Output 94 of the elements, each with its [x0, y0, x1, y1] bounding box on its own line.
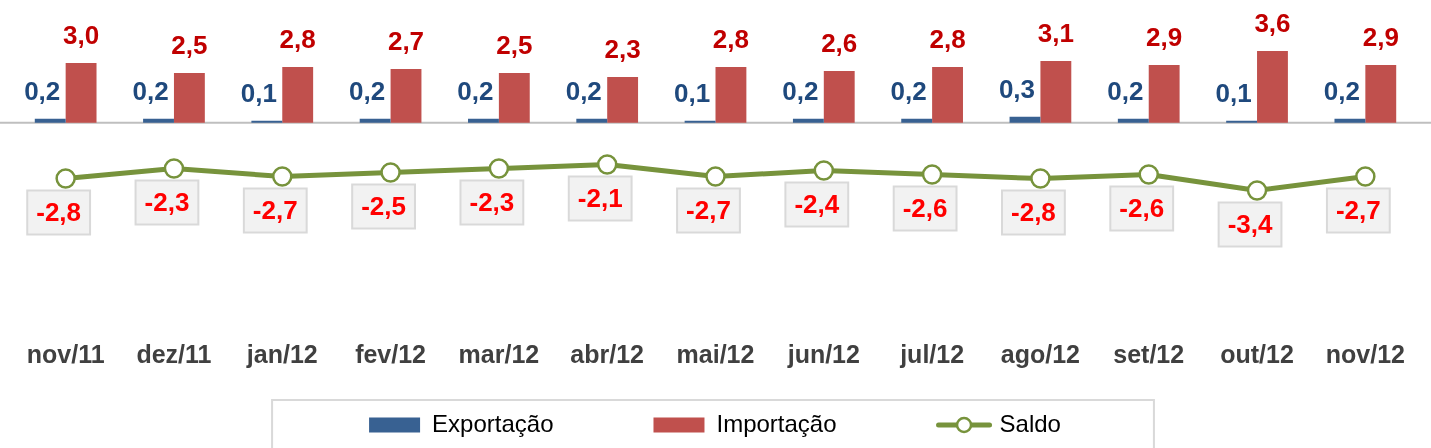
legend-label: Exportação — [432, 409, 554, 437]
x-tick-label: out/12 — [1220, 339, 1294, 368]
data-label: 2,5 — [496, 30, 533, 61]
bar — [1226, 120, 1258, 123]
point — [705, 166, 726, 187]
x-tick-label: fev/12 — [355, 339, 427, 368]
point — [488, 158, 510, 179]
data-label: -2,1 — [577, 182, 623, 213]
data-label: 0,2 — [1323, 75, 1360, 106]
x-tick-label: mai/12 — [676, 339, 755, 368]
bar — [1040, 60, 1072, 123]
data-label: 0,2 — [890, 75, 927, 106]
data-label: -2,7 — [252, 194, 298, 225]
data-label: -2,7 — [686, 194, 731, 225]
x-tick-label: jul/12 — [899, 339, 965, 368]
data-label: -2,7 — [1335, 194, 1381, 225]
x-tick-label: nov/12 — [1325, 339, 1405, 368]
x-tick-label: nov/11 — [26, 339, 105, 368]
point — [1355, 166, 1376, 187]
x-tick-label: dez/11 — [136, 339, 212, 368]
bar — [173, 72, 205, 123]
point — [272, 166, 293, 187]
data-label: -2,6 — [1119, 192, 1165, 223]
bar — [792, 118, 824, 123]
data-label: 0,1 — [673, 77, 711, 108]
bar — [684, 120, 716, 123]
bar — [143, 118, 174, 123]
data-label: 2,9 — [1362, 22, 1399, 53]
data-label: 0,2 — [565, 75, 602, 106]
bar — [498, 72, 530, 123]
data-label: 0,2 — [24, 75, 61, 106]
point — [55, 168, 76, 189]
x-tick-label: mar/12 — [458, 339, 540, 368]
data-label: -2,3 — [469, 186, 515, 217]
x-tick-label: jun/12 — [786, 339, 860, 368]
data-label: 2,8 — [279, 24, 316, 55]
bar — [823, 70, 855, 123]
data-label: 2,5 — [171, 30, 208, 61]
data-label: 2,3 — [604, 34, 641, 65]
data-label: 2,6 — [821, 28, 858, 59]
point — [163, 158, 185, 179]
bar — [390, 68, 422, 123]
bar — [576, 118, 608, 123]
data-label: 0,3 — [998, 73, 1036, 104]
point — [380, 162, 401, 183]
bar — [282, 66, 314, 123]
point — [921, 164, 943, 185]
x-tick-label: ago/12 — [1000, 339, 1081, 368]
data-label: 3,1 — [1037, 18, 1074, 49]
legend-label: Importação — [716, 409, 837, 437]
data-label: 0,2 — [1107, 75, 1144, 106]
data-label: -2,5 — [361, 190, 406, 221]
data-label: -2,8 — [36, 196, 82, 227]
bar — [1334, 118, 1366, 123]
x-tick-label: set/12 — [1113, 339, 1185, 368]
data-label: -2,6 — [902, 192, 948, 223]
data-label: -3,4 — [1227, 208, 1273, 239]
bar — [1009, 116, 1041, 123]
bar — [1117, 118, 1149, 123]
data-label: 2,9 — [1146, 22, 1183, 53]
bar — [715, 66, 747, 123]
legend-label: Saldo — [999, 409, 1061, 437]
point — [813, 160, 835, 181]
data-label: -2,4 — [794, 188, 840, 219]
data-label: 0,1 — [240, 77, 277, 108]
bar — [901, 118, 933, 123]
bar — [1365, 64, 1397, 123]
data-label: 2,8 — [929, 24, 966, 55]
data-label: -2,8 — [1011, 196, 1056, 227]
bar — [65, 62, 97, 123]
data-label: 2,7 — [387, 26, 425, 57]
point — [596, 154, 618, 175]
bar — [359, 118, 391, 123]
bar — [1257, 50, 1288, 123]
data-label: 0,1 — [1215, 77, 1252, 108]
x-tick-label: jan/12 — [245, 339, 318, 368]
point — [1246, 180, 1268, 201]
data-label: -2,3 — [144, 186, 190, 217]
data-label: 3,0 — [63, 20, 100, 51]
bar — [34, 118, 66, 123]
bar — [607, 76, 639, 123]
x-tick-label: abr/12 — [570, 339, 645, 368]
bar — [932, 66, 963, 123]
data-label: 0,2 — [782, 75, 819, 106]
bar — [468, 118, 499, 123]
data-label: 0,2 — [349, 75, 386, 106]
point — [1138, 164, 1159, 185]
data-label: 0,2 — [457, 75, 494, 106]
point — [1030, 168, 1051, 189]
data-label: 2,8 — [712, 24, 750, 55]
bar — [251, 120, 283, 123]
data-label: 3,6 — [1254, 8, 1291, 39]
bar — [1148, 64, 1180, 123]
data-label: 0,2 — [132, 75, 169, 106]
